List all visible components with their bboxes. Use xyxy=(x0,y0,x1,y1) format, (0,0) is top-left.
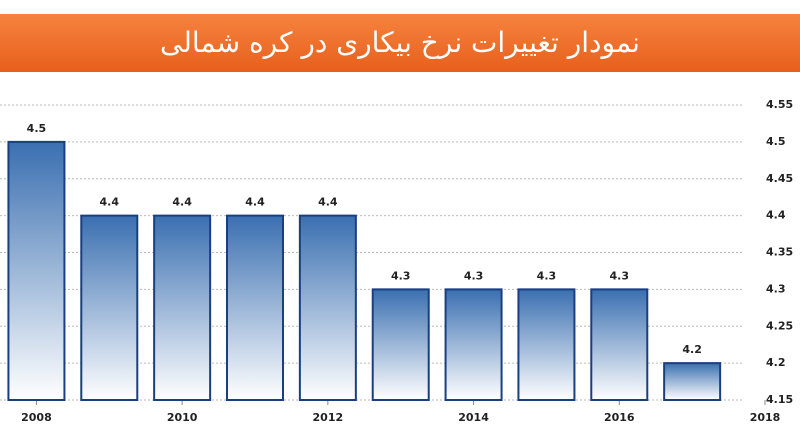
y-tick-label: 4.35 xyxy=(766,246,793,259)
x-tick-label: 2014 xyxy=(458,411,489,424)
value-label: 4.4 xyxy=(245,196,265,209)
bar xyxy=(7,140,66,401)
value-label: 4.5 xyxy=(27,122,47,135)
y-tick-label: 4.55 xyxy=(766,98,793,111)
value-label: 4.3 xyxy=(537,269,557,282)
y-tick-label: 4.4 xyxy=(766,209,786,222)
bar xyxy=(663,362,722,401)
y-tick-label: 4.25 xyxy=(766,319,793,332)
bar xyxy=(298,214,357,401)
value-label: 4.3 xyxy=(391,269,411,282)
value-label: 4.2 xyxy=(682,343,702,356)
value-label: 4.4 xyxy=(100,196,120,209)
x-tick-label: 2016 xyxy=(604,411,635,424)
bar xyxy=(226,214,284,401)
y-tick-label: 4.15 xyxy=(766,393,793,406)
y-tick-label: 4.2 xyxy=(766,356,786,369)
bar xyxy=(153,214,212,401)
value-label: 4.3 xyxy=(464,269,484,282)
chart-title: نمودار تغییرات نرخ بیکاری در کره شمالی xyxy=(160,26,640,59)
value-label: 4.4 xyxy=(318,196,338,209)
bar xyxy=(80,214,139,401)
x-tick-label: 2012 xyxy=(313,411,344,424)
bar xyxy=(517,288,576,401)
bar xyxy=(371,288,430,401)
title-banner xyxy=(0,14,800,72)
bar xyxy=(590,288,649,401)
y-tick-label: 4.3 xyxy=(766,282,786,295)
x-tick-label: 2008 xyxy=(21,411,52,424)
x-tick-label: 2018 xyxy=(750,411,781,424)
value-label: 4.3 xyxy=(610,269,630,282)
bar xyxy=(444,288,503,401)
value-label: 4.4 xyxy=(172,196,192,209)
y-tick-label: 4.45 xyxy=(766,172,793,185)
y-tick-label: 4.5 xyxy=(766,135,786,148)
x-tick-label: 2010 xyxy=(167,411,198,424)
